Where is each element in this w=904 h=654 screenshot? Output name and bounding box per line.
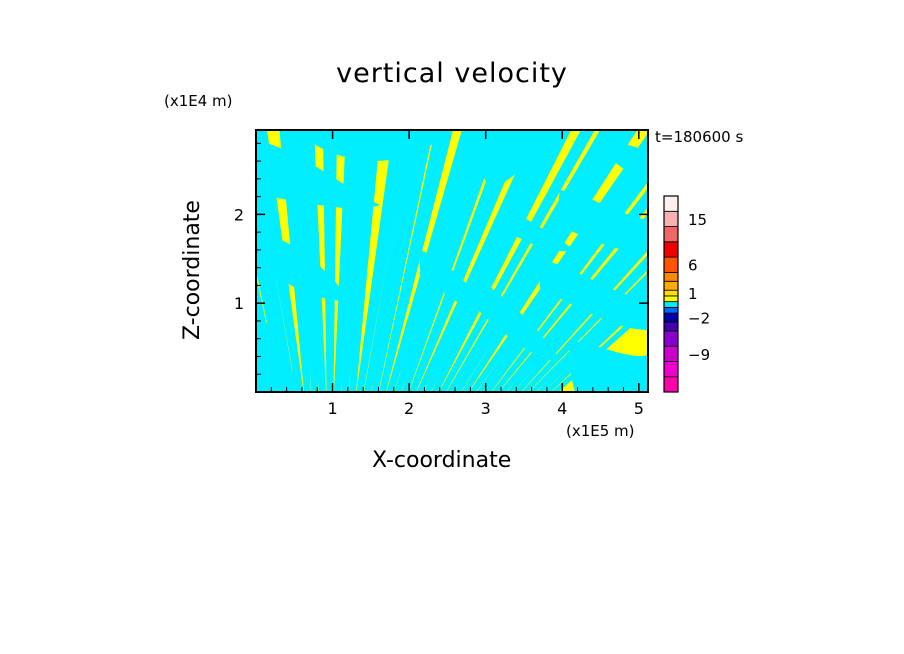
negative-velocity-band bbox=[544, 287, 648, 392]
negative-velocity-region bbox=[256, 310, 300, 392]
negative-velocity-band bbox=[349, 130, 381, 392]
x-tick-label: 1 bbox=[327, 399, 337, 418]
negative-velocity-region bbox=[300, 130, 450, 161]
negative-velocity-band bbox=[133, 130, 251, 392]
colorbar-level bbox=[663, 312, 679, 323]
negative-velocity-band bbox=[23, 130, 199, 392]
negative-velocity-region bbox=[555, 190, 648, 251]
colorbar-level bbox=[663, 226, 679, 243]
colorbar-level bbox=[663, 330, 679, 347]
colorbar-tick-label: −2 bbox=[688, 310, 710, 328]
negative-velocity-band bbox=[101, 130, 236, 392]
colorbar-level bbox=[663, 289, 679, 297]
y-axis: 12 bbox=[234, 142, 648, 375]
colorbar-level bbox=[663, 295, 679, 303]
colorbar-level bbox=[663, 321, 679, 332]
x-tick-label: 3 bbox=[481, 399, 491, 418]
colorbar-level bbox=[663, 301, 679, 308]
colorbar-tick-label: 1 bbox=[688, 285, 698, 303]
x-axis-label: X-coordinate bbox=[372, 448, 512, 473]
negative-velocity-band bbox=[356, 130, 411, 392]
plot-frame bbox=[255, 129, 649, 393]
negative-velocity-band bbox=[409, 130, 527, 392]
y-tick-label: 2 bbox=[234, 205, 244, 224]
negative-velocity-band bbox=[256, 383, 259, 392]
velocity-field bbox=[0, 130, 648, 392]
negative-velocity-band bbox=[371, 130, 434, 392]
colorbar-level bbox=[663, 271, 679, 282]
negative-velocity-region bbox=[470, 130, 560, 190]
colorbar-tick-label: 15 bbox=[688, 211, 707, 229]
colorbar-level bbox=[663, 241, 679, 258]
negative-velocity-region bbox=[256, 140, 380, 209]
negative-velocity-band bbox=[0, 130, 176, 392]
colorbar-level bbox=[663, 345, 679, 362]
colorbar-level bbox=[663, 306, 679, 314]
negative-velocity-band bbox=[111, 130, 243, 392]
y-axis-unit: (x1E4 m) bbox=[164, 92, 233, 110]
colorbar-tick-label: −9 bbox=[688, 346, 710, 364]
y-tick-label: 1 bbox=[234, 294, 244, 313]
negative-velocity-band bbox=[35, 130, 206, 392]
negative-velocity-region bbox=[540, 260, 648, 330]
colorbar-tick-label: 6 bbox=[688, 257, 698, 275]
negative-velocity-band bbox=[401, 130, 502, 392]
colorbar-level bbox=[663, 256, 679, 273]
colorbar-level bbox=[663, 280, 679, 291]
x-axis: 1 2 3 4 5 bbox=[270, 130, 644, 418]
negative-velocity-band bbox=[431, 130, 572, 392]
negative-velocity-region bbox=[569, 340, 648, 392]
negative-velocity-band bbox=[0, 130, 168, 392]
negative-velocity-band bbox=[514, 235, 648, 392]
negative-velocity-band bbox=[42, 130, 214, 392]
negative-velocity-region bbox=[600, 140, 648, 175]
colorbar-level bbox=[663, 376, 679, 393]
negative-velocity-band bbox=[89, 130, 229, 392]
x-axis-unit: (x1E5 m) bbox=[566, 422, 635, 440]
colorbar-frame bbox=[663, 195, 679, 393]
negative-velocity-band bbox=[0, 130, 191, 392]
negative-velocity-band bbox=[65, 130, 221, 392]
time-stamp: t=180600 s bbox=[655, 128, 744, 146]
x-tick-label: 4 bbox=[557, 399, 567, 418]
negative-velocity-band bbox=[379, 130, 454, 392]
negative-velocity-region bbox=[505, 210, 575, 252]
negative-velocity-band bbox=[439, 130, 595, 392]
negative-velocity-region bbox=[256, 230, 350, 301]
negative-velocity-band bbox=[529, 272, 648, 392]
negative-velocity-band bbox=[256, 361, 266, 392]
chart-title: vertical velocity bbox=[336, 58, 568, 89]
colorbar: 15 6 1 −2 −9 bbox=[663, 195, 710, 393]
x-tick-label: 5 bbox=[634, 399, 644, 418]
x-tick-label: 2 bbox=[404, 399, 414, 418]
negative-velocity-region bbox=[478, 280, 560, 361]
negative-velocity-region bbox=[420, 250, 490, 311]
colorbar-level bbox=[663, 361, 679, 378]
colorbar-level bbox=[663, 210, 679, 227]
colorbar-level bbox=[663, 195, 679, 212]
negative-velocity-band bbox=[0, 130, 184, 392]
